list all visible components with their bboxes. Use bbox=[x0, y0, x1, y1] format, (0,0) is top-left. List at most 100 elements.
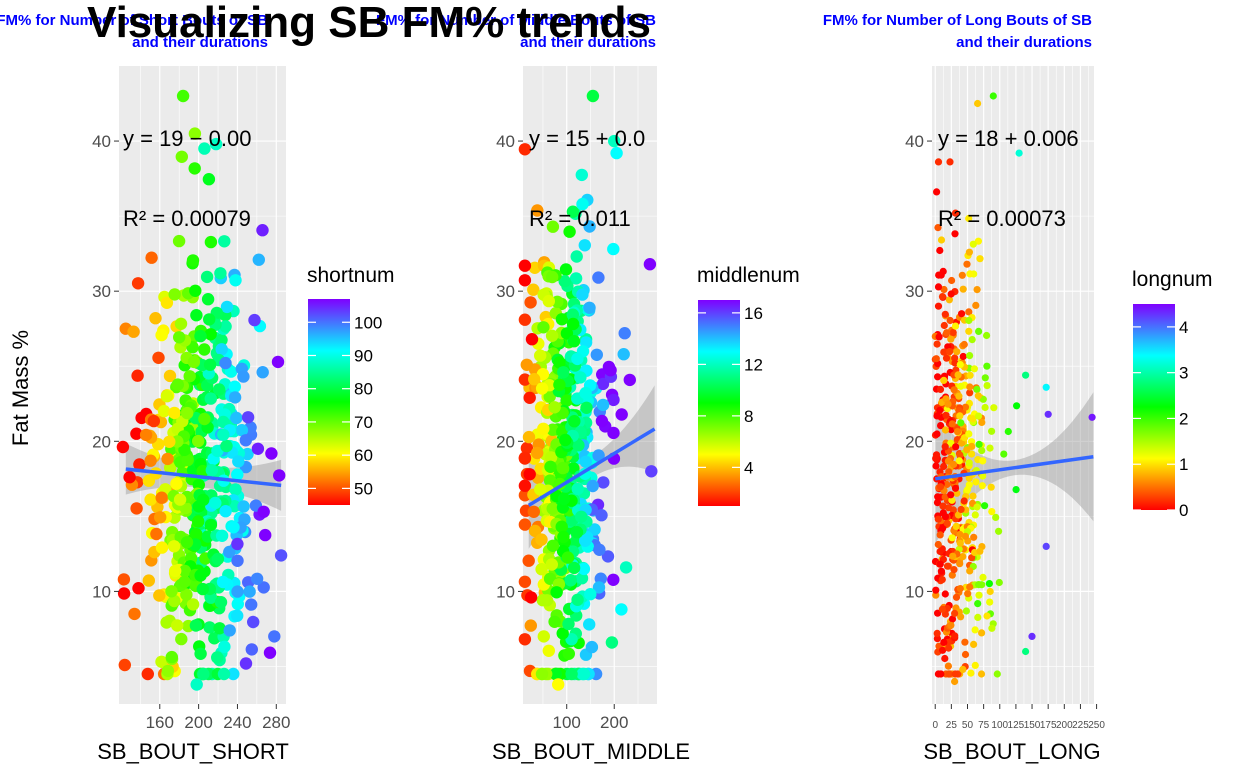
data-point-479 bbox=[545, 329, 559, 342]
x-tick-label-1: 25 bbox=[946, 720, 958, 731]
data-point-397 bbox=[542, 294, 555, 308]
data-point-279 bbox=[243, 585, 256, 598]
data-point-349 bbox=[231, 468, 244, 481]
data-point-441 bbox=[204, 518, 218, 532]
data-point-393 bbox=[220, 439, 233, 453]
data-point-366 bbox=[569, 535, 582, 549]
data-point-405 bbox=[198, 343, 211, 356]
data-point-290 bbox=[142, 574, 155, 587]
panel-long-equation: y = 18 + 0.006 bbox=[938, 126, 1079, 151]
data-point-157 bbox=[988, 508, 996, 516]
data-point-490 bbox=[934, 302, 943, 310]
data-point-293 bbox=[132, 582, 145, 595]
data-point-493 bbox=[615, 603, 628, 616]
data-point-329 bbox=[940, 376, 948, 384]
data-point-412 bbox=[981, 502, 989, 510]
data-point-35 bbox=[937, 422, 945, 430]
data-point-430 bbox=[932, 355, 940, 363]
data-point-483 bbox=[607, 242, 620, 256]
data-point-461 bbox=[171, 619, 184, 632]
data-point-29 bbox=[116, 440, 130, 454]
data-point-414 bbox=[544, 451, 558, 464]
data-point-467 bbox=[939, 646, 947, 654]
data-point-389 bbox=[952, 522, 960, 531]
data-point-141 bbox=[948, 496, 956, 504]
legend-tick-label-0: 50 bbox=[354, 479, 373, 498]
data-point-202 bbox=[623, 373, 636, 387]
data-point-480 bbox=[989, 92, 997, 100]
legend-colorbar bbox=[1133, 304, 1175, 510]
data-point-174 bbox=[194, 647, 207, 660]
panel-short-title-line2: and their durations bbox=[132, 34, 268, 51]
data-point-448 bbox=[988, 624, 996, 632]
data-point-443 bbox=[194, 569, 207, 582]
data-point-406 bbox=[946, 158, 954, 166]
data-point-429 bbox=[595, 414, 609, 428]
data-point-456 bbox=[936, 531, 944, 539]
data-point-344 bbox=[956, 560, 964, 568]
data-point-213 bbox=[212, 383, 226, 396]
data-point-334 bbox=[965, 474, 973, 482]
regression-line bbox=[527, 427, 656, 507]
data-point-113 bbox=[951, 209, 960, 217]
data-point-275 bbox=[570, 250, 583, 263]
data-point-239 bbox=[965, 214, 973, 223]
data-point-281 bbox=[933, 635, 942, 643]
data-point-407 bbox=[173, 331, 186, 344]
data-point-207 bbox=[950, 566, 958, 574]
data-point-318 bbox=[966, 567, 974, 575]
data-point-290 bbox=[937, 236, 946, 244]
panel-middle-legend: 4 8 12 16 bbox=[698, 300, 763, 506]
data-point-477 bbox=[535, 382, 549, 395]
data-point-347 bbox=[549, 667, 562, 681]
data-point-420 bbox=[544, 460, 557, 473]
data-point-370 bbox=[536, 594, 549, 607]
data-point-406 bbox=[583, 220, 596, 233]
data-point-217 bbox=[239, 657, 253, 670]
data-point-319 bbox=[235, 424, 249, 437]
y-tick-label-3: 40 bbox=[905, 132, 924, 151]
y-tick-label-0: 10 bbox=[905, 582, 924, 601]
y-tick-label-3: 40 bbox=[92, 132, 111, 151]
data-point-484 bbox=[1088, 413, 1096, 421]
data-point-388 bbox=[597, 476, 610, 489]
data-point-150 bbox=[590, 348, 603, 361]
legend-tick-label-3: 3 bbox=[1179, 364, 1188, 383]
data-point-396 bbox=[567, 561, 581, 575]
data-point-352 bbox=[975, 327, 983, 335]
data-point-454 bbox=[936, 560, 944, 568]
data-point-326 bbox=[968, 336, 976, 344]
data-point-78 bbox=[977, 670, 986, 678]
data-point-146 bbox=[940, 285, 948, 294]
data-point-68 bbox=[531, 204, 544, 217]
data-point-420 bbox=[171, 378, 184, 391]
data-point-155 bbox=[988, 427, 996, 435]
data-point-440 bbox=[986, 598, 994, 606]
data-point-461 bbox=[553, 378, 566, 391]
data-point-432 bbox=[937, 567, 946, 575]
data-point-2 bbox=[130, 502, 143, 515]
data-point-189 bbox=[946, 316, 954, 325]
data-point-420 bbox=[955, 457, 963, 465]
data-point-25 bbox=[943, 480, 951, 489]
legend-colorbar bbox=[308, 299, 350, 505]
panel-long-y-ticks: 10 20 30 40 bbox=[905, 132, 932, 601]
data-point-345 bbox=[186, 598, 200, 611]
panel-long-legend: 0 1 2 3 4 bbox=[1133, 304, 1188, 520]
data-point-443 bbox=[938, 576, 946, 584]
data-point-357 bbox=[556, 627, 569, 640]
data-point-436 bbox=[944, 662, 953, 670]
data-point-441 bbox=[978, 447, 986, 455]
data-point-383 bbox=[160, 390, 174, 403]
data-point-176 bbox=[941, 426, 950, 434]
data-point-428 bbox=[960, 340, 968, 349]
data-point-159 bbox=[215, 333, 228, 347]
data-point-357 bbox=[155, 491, 168, 504]
legend-tick-label-4: 90 bbox=[354, 346, 373, 365]
y-tick-label-2: 30 bbox=[905, 282, 924, 301]
data-point-466 bbox=[957, 419, 965, 427]
data-point-471 bbox=[562, 617, 575, 631]
data-point-465 bbox=[934, 515, 942, 523]
data-point-336 bbox=[970, 365, 979, 373]
data-point-89 bbox=[969, 492, 977, 500]
